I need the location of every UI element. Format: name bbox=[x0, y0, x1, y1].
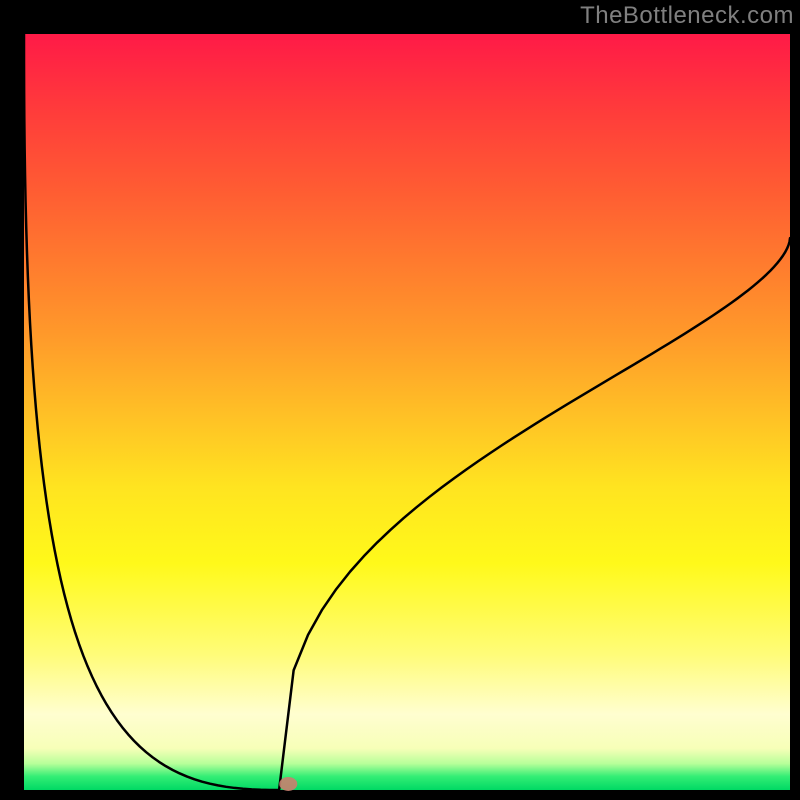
plot-background bbox=[24, 34, 790, 790]
chart-svg bbox=[0, 0, 800, 800]
chart-stage: TheBottleneck.com bbox=[0, 0, 800, 800]
minimum-marker bbox=[279, 777, 297, 791]
